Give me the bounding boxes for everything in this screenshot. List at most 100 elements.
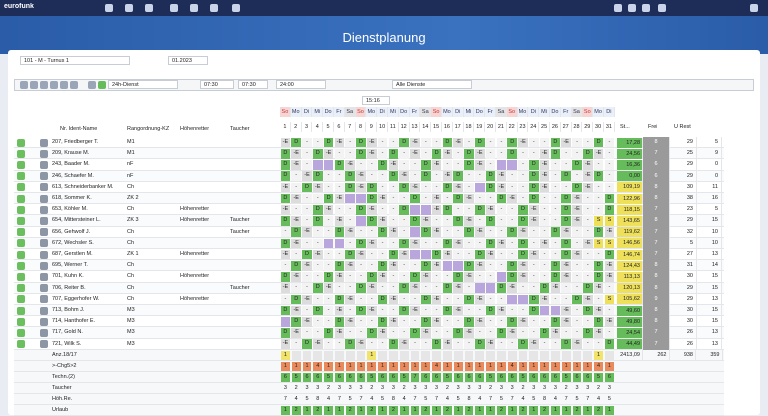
shift-cell[interactable]: D [582, 328, 593, 338]
shift-cell[interactable]: -E [291, 272, 302, 282]
row-icon[interactable] [17, 172, 25, 181]
shift-cell[interactable]: -E [291, 238, 302, 249]
shift-cell[interactable]: - [377, 182, 388, 193]
shift-cell[interactable]: D [528, 305, 539, 316]
shift-cell[interactable]: -E [345, 294, 356, 305]
shift-cell[interactable]: - [431, 305, 442, 316]
nav-icon[interactable] [190, 4, 198, 12]
shift-cell[interactable]: -E [453, 283, 464, 293]
shift-cell[interactable]: D [280, 171, 291, 181]
shift-cell[interactable]: - [431, 171, 442, 181]
shift-cell[interactable]: D [291, 261, 302, 271]
shift-cell[interactable]: D [420, 294, 431, 305]
row-icon[interactable] [40, 138, 48, 147]
shift-cell[interactable]: -E [561, 305, 572, 316]
shift-cell[interactable]: -E [474, 227, 485, 237]
shift-cell[interactable] [453, 261, 464, 271]
shift-cell[interactable]: - [410, 339, 420, 349]
row-icon[interactable] [40, 328, 48, 337]
shift-cell[interactable]: -E [291, 160, 302, 170]
shift-cell[interactable]: - [442, 294, 453, 305]
shift-cell[interactable]: - [453, 205, 464, 215]
tool-icon[interactable] [60, 81, 68, 89]
shift-cell[interactable]: -E [572, 205, 582, 215]
shift-cell[interactable]: D [377, 294, 388, 305]
shift-cell[interactable]: - [572, 149, 582, 159]
shift-cell[interactable]: -E [442, 149, 453, 159]
shift-cell[interactable]: -E [561, 137, 572, 148]
shift-cell[interactable]: - [528, 149, 539, 159]
shift-cell[interactable]: S [604, 216, 615, 226]
shift-cell[interactable]: - [312, 294, 323, 305]
shift-cell[interactable]: -E [507, 283, 518, 293]
shift-cell[interactable]: - [582, 249, 593, 260]
shift-cell[interactable]: -E [593, 149, 604, 159]
nav-icon[interactable] [170, 4, 178, 12]
shift-cell[interactable]: D [496, 193, 507, 204]
shift-cell[interactable]: D [485, 171, 496, 181]
shift-cell[interactable]: D [345, 182, 356, 193]
shift-cell[interactable]: -E [561, 227, 572, 237]
row-icon[interactable] [40, 172, 48, 181]
shift-cell[interactable]: - [582, 227, 593, 237]
shift-cell[interactable]: -E [323, 149, 334, 159]
shift-cell[interactable]: D [453, 171, 464, 181]
shift-cell[interactable]: -E [561, 317, 572, 327]
shift-cell[interactable]: D [593, 137, 604, 148]
shift-cell[interactable]: - [539, 339, 550, 349]
shift-cell[interactable]: - [302, 216, 312, 226]
shift-cell[interactable]: -E [345, 227, 356, 237]
shift-cell[interactable]: D [550, 137, 561, 148]
nav-icon[interactable] [614, 4, 622, 12]
shift-cell[interactable]: D [474, 205, 485, 215]
shift-cell[interactable]: -E [334, 193, 345, 204]
shift-cell[interactable]: - [604, 137, 615, 148]
shift-cell[interactable]: - [539, 249, 550, 260]
shift-cell[interactable]: - [572, 272, 582, 282]
shift-cell[interactable]: - [507, 171, 518, 181]
shift-cell[interactable]: - [431, 328, 442, 338]
shift-cell[interactable]: - [345, 238, 356, 249]
shift-cell[interactable]: - [312, 137, 323, 148]
shift-cell[interactable]: -E [291, 193, 302, 204]
shift-cell[interactable]: D [302, 339, 312, 349]
shift-cell[interactable]: - [561, 328, 572, 338]
shift-cell[interactable]: D [593, 227, 604, 237]
shift-cell[interactable]: D [399, 137, 410, 148]
shift-cell[interactable]: - [323, 216, 334, 226]
shift-cell[interactable]: -E [291, 149, 302, 159]
shift-cell[interactable]: -E [399, 339, 410, 349]
shift-cell[interactable]: -E [312, 249, 323, 260]
shift-cell[interactable]: - [312, 272, 323, 282]
shift-cell[interactable]: - [496, 261, 507, 271]
row-icon[interactable] [40, 250, 48, 259]
shift-cell[interactable]: - [464, 182, 474, 193]
shift-cell[interactable]: - [604, 160, 615, 170]
shift-cell[interactable]: - [496, 149, 507, 159]
shift-cell[interactable]: D [302, 182, 312, 193]
shift-cell[interactable]: D [356, 283, 366, 293]
shift-cell[interactable] [474, 182, 485, 193]
shift-cell[interactable]: - [539, 205, 550, 215]
shift-cell[interactable]: -E [485, 249, 496, 260]
shift-cell[interactable]: - [539, 317, 550, 327]
shift-cell[interactable]: D [280, 193, 291, 204]
shift-cell[interactable]: -E [518, 261, 528, 271]
shift-cell[interactable]: - [496, 227, 507, 237]
shift-cell[interactable] [410, 227, 420, 237]
shift-cell[interactable]: -E [323, 283, 334, 293]
shift-cell[interactable]: - [366, 171, 377, 181]
shift-cell[interactable]: - [464, 249, 474, 260]
shift-cell[interactable]: - [528, 227, 539, 237]
shift-cell[interactable]: D [582, 305, 593, 316]
shift-cell[interactable]: - [518, 283, 528, 293]
shift-cell[interactable]: D [334, 294, 345, 305]
shift-cell[interactable]: -E [582, 294, 593, 305]
shift-cell[interactable]: -E [453, 182, 464, 193]
shift-cell[interactable]: -E [582, 182, 593, 193]
shift-cell[interactable]: - [507, 305, 518, 316]
shift-cell[interactable]: - [593, 294, 604, 305]
shift-cell[interactable]: D [399, 238, 410, 249]
shift-cell[interactable]: - [442, 216, 453, 226]
shift-cell[interactable]: - [399, 193, 410, 204]
